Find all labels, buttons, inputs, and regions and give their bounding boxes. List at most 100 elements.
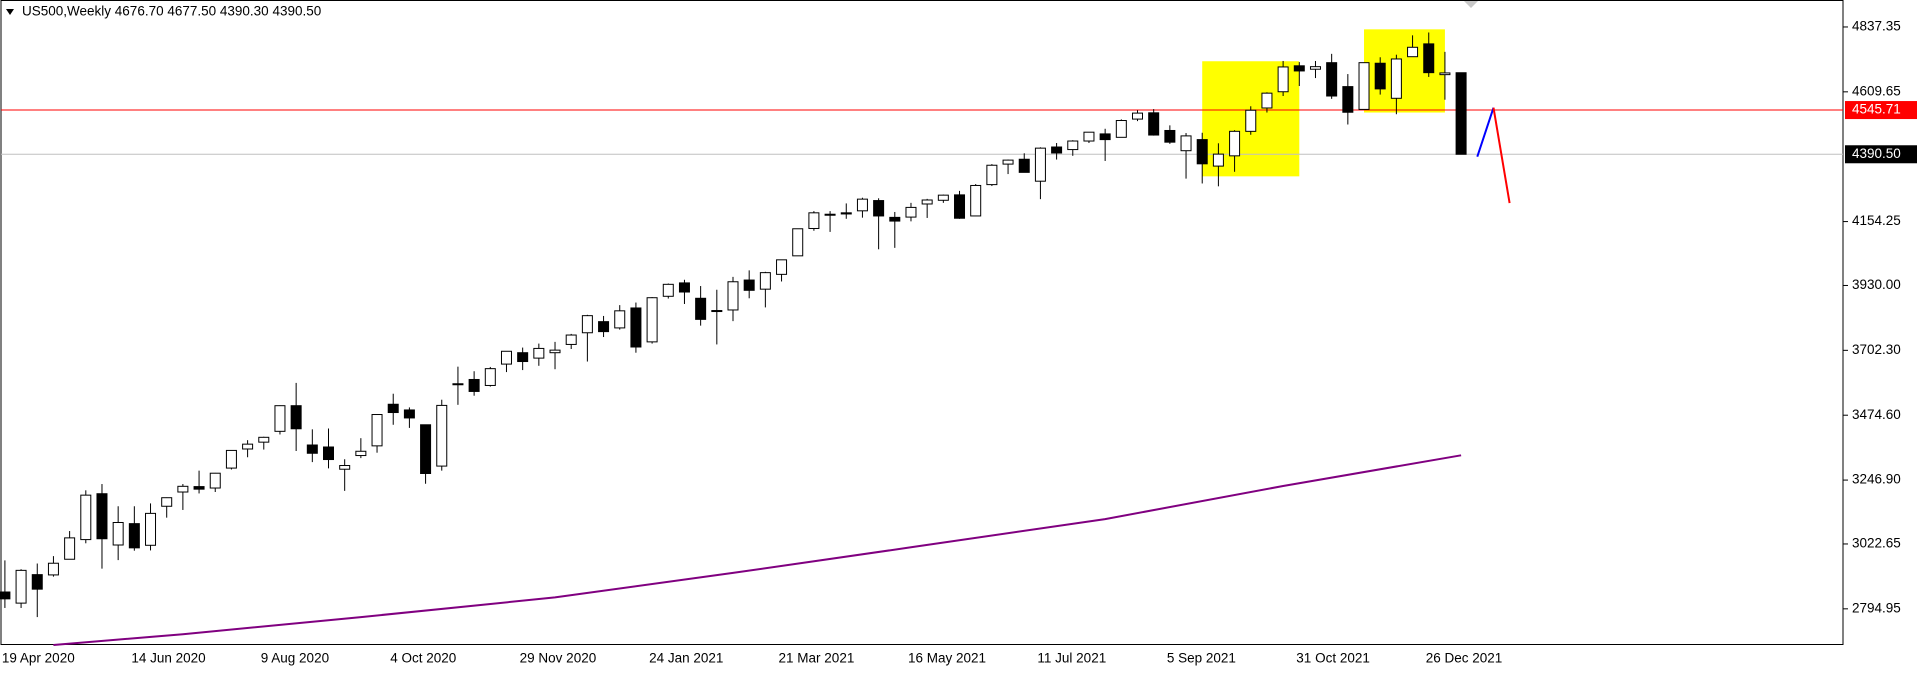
candle [1245,106,1257,135]
chart-title: US500,Weekly 4676.70 4677.50 4390.30 439… [22,4,321,19]
candle-body [792,228,804,257]
candle [355,438,367,459]
candle-body [225,449,237,469]
candle-body [1390,58,1402,99]
candle [177,484,189,510]
candle [549,341,561,370]
candle [1261,92,1273,113]
candle-body [970,184,982,217]
trend-line [1492,107,1511,204]
candle-body [1245,109,1257,132]
candle-body [371,414,383,447]
candle [420,424,432,484]
candle-body [242,443,254,450]
candle-body [161,497,173,507]
candle-body [1407,46,1419,58]
candle [468,371,480,396]
candle [1083,131,1095,144]
candle [64,531,76,560]
candle [1293,62,1305,87]
candle [1115,119,1127,138]
candle [856,197,868,218]
candle-body [145,512,157,546]
candle [31,563,43,618]
candle [1309,60,1321,79]
candle-body [306,444,318,454]
candle [1099,128,1111,161]
price-label-box [1845,101,1917,120]
candle [112,506,124,561]
candle [258,436,270,450]
candle-body [112,521,124,546]
candle [1132,110,1143,122]
candle [436,399,448,471]
candle-body [1034,147,1046,182]
y-tick-label: 3246.90 [1852,472,1901,487]
candle-body [1374,62,1386,90]
candle [403,407,415,428]
candle [662,283,674,299]
candle [500,350,512,373]
candle [614,305,626,330]
x-tick-label: 9 Aug 2020 [261,651,329,666]
x-tick-label: 29 Nov 2020 [520,651,597,666]
candle-body [727,281,739,311]
candle-body [533,347,545,359]
candle-body [355,450,367,457]
y-tick-label: 3022.65 [1852,536,1901,551]
candle-body [339,465,351,470]
x-tick-label: 11 Jul 2021 [1037,651,1106,666]
candle-body [824,213,836,216]
candle-body [1164,129,1176,143]
candle-body [1455,72,1467,155]
candle-body [808,212,820,229]
candle [1018,153,1030,173]
candle [1358,62,1370,110]
candle [970,184,982,217]
candle-body [452,383,464,386]
candle [1067,140,1079,156]
candle [646,297,658,344]
moving-average [53,454,1462,646]
y-tick-label: 4837.35 [1852,19,1901,34]
candle [565,333,577,349]
candle-body [1293,65,1305,72]
candle-body [565,334,577,345]
candle [193,470,205,494]
candle-body [614,310,626,329]
header-arrow [6,9,14,15]
candle-body [581,315,593,334]
candle [1342,74,1354,125]
x-tick-label: 21 Mar 2021 [779,651,855,666]
candle-body [31,574,43,590]
candle [1455,72,1467,155]
candle-body [15,569,27,604]
candle-body [1180,135,1192,152]
candle-body [209,472,221,489]
candle [290,382,302,451]
candle [274,405,286,435]
candle [339,459,351,491]
candle-body [1423,43,1435,74]
candle-body [1326,62,1338,97]
candle-body [662,283,674,297]
candle [161,497,173,518]
candle [1277,60,1289,97]
candle-body [840,212,852,215]
candle-body [403,409,415,419]
candle-body [1132,112,1143,120]
candle-body [1261,92,1273,109]
candle [759,271,771,308]
candle [1326,53,1338,99]
candle [533,343,545,366]
candle-body [1229,130,1241,157]
candle-body [128,523,140,549]
y-tick-label: 2794.95 [1852,600,1901,615]
candle-body [290,405,302,430]
candle [695,286,707,326]
candle [0,560,11,608]
candle [727,276,739,322]
candle [921,198,933,218]
y-tick-label: 4154.25 [1852,213,1901,228]
candle-body [64,537,76,560]
